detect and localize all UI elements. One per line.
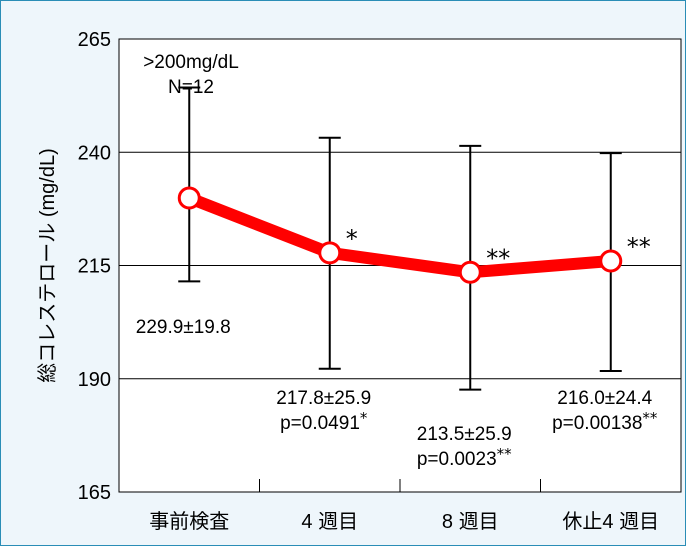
value-label-mean: 213.5±25.9: [417, 424, 512, 445]
annotation-threshold: >200mg/dL: [143, 52, 239, 73]
y-axis-label: 総コレステロール (mg/dL): [36, 148, 59, 382]
p-significance: **: [497, 445, 513, 463]
series-line: [187, 192, 612, 279]
y-tick-label: 165: [78, 482, 111, 504]
p-significance: *: [360, 409, 368, 427]
value-label-mean: 216.0±24.4: [557, 388, 652, 409]
x-tick-label: 4 週目: [301, 510, 358, 533]
y-tick-label: 190: [78, 369, 111, 391]
p-value: p=0.0023: [417, 449, 497, 470]
data-point: [458, 260, 482, 284]
value-label-mean: 217.8±25.9: [276, 388, 371, 409]
value-label-p: p=0.0491*: [280, 409, 368, 434]
data-point: [599, 249, 623, 273]
y-tick-label: 265: [78, 29, 111, 51]
x-tick-label: 休止4 週目: [562, 510, 659, 533]
x-tick-label: 事前検査: [149, 510, 229, 533]
p-value: p=0.00138: [552, 413, 642, 434]
data-point: [177, 186, 201, 210]
p-significance: **: [642, 409, 658, 427]
value-label-p: p=0.0023**: [417, 445, 512, 470]
significance-marker: **: [627, 233, 651, 261]
value-label-mean: 229.9±19.8: [136, 317, 231, 338]
value-label-p: p=0.00138**: [552, 409, 658, 434]
significance-marker: **: [486, 244, 510, 272]
x-tick-label: 8 週目: [442, 510, 499, 533]
data-point: [318, 241, 342, 265]
y-tick-label: 215: [78, 256, 111, 278]
y-tick-label: 240: [78, 142, 111, 164]
significance-marker: *: [346, 225, 358, 253]
p-value: p=0.0491: [280, 413, 360, 434]
